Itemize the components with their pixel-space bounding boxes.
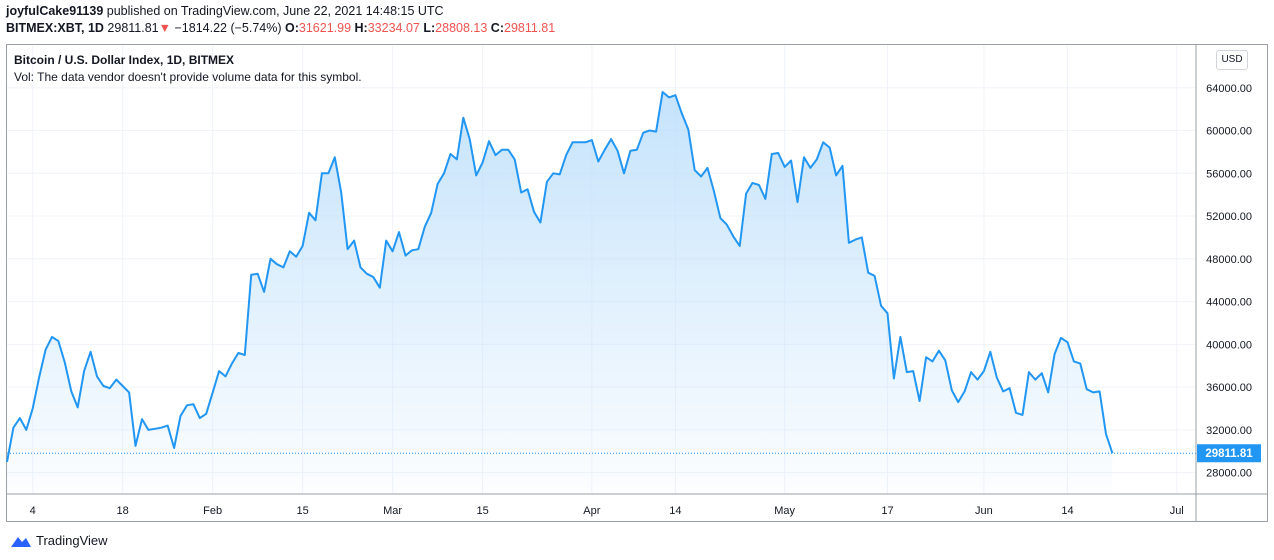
price-line [6,91,1114,463]
currency-button[interactable]: USD [1216,50,1248,70]
x-tick-label: Jul [1170,505,1184,517]
high-label: H: [354,21,368,35]
x-tick-label: 14 [669,505,681,517]
x-tick-label: 17 [881,505,893,517]
price-area-fill [7,92,1113,494]
x-tick-label: Mar [383,505,402,517]
x-tick-label: Jun [975,505,993,517]
open-label: O: [285,21,299,35]
y-tick-label: 32000.00 [1206,425,1252,437]
down-arrow-icon: ▼ [158,21,172,35]
x-tick-label: 15 [297,505,309,517]
x-tick-label: Feb [203,505,222,517]
publish-info: joyfulCake91139 published on TradingView… [6,4,444,18]
series [6,91,1196,494]
symbol-label: BITMEX:XBT, 1D [6,21,104,35]
x-tick-label: 15 [476,505,488,517]
y-tick-label: 40000.00 [1206,339,1252,351]
x-tick-label: Apr [583,505,600,517]
y-tick-label: 60000.00 [1206,126,1252,138]
cloud-logo-icon [11,536,31,547]
ohlc-bar: BITMEX:XBT, 1D 29811.81▼ −1814.22 (−5.74… [6,21,555,35]
y-tick-label: 44000.00 [1206,297,1252,309]
y-tick-label: 36000.00 [1206,382,1252,394]
volume-note: Vol: The data vendor doesn't provide vol… [14,70,362,84]
low-value: 28808.13 [435,21,488,35]
x-tick-label: May [774,505,795,517]
axes: 28000.00 32000.00 36000.00 40000.00 44000.00… [7,45,1267,521]
brand-name: TradingView [36,533,108,548]
close-value: 29811.81 [504,21,556,35]
open-value: 31621.99 [298,21,352,35]
x-tick-label: 4 [30,505,36,517]
x-tick-label: 14 [1061,505,1073,517]
tradingview-logo[interactable]: TradingView [8,533,108,548]
y-tick-label: 52000.00 [1206,211,1252,223]
change-text: −1814.22 (−5.74%) [174,21,282,35]
y-tick-label: 48000.00 [1206,254,1252,266]
author-name[interactable]: joyfulCake91139 [6,4,104,18]
chart-frame[interactable] [6,44,1268,522]
last-price-tag-label: 29811.81 [1205,448,1253,460]
y-tick-label: 28000.00 [1206,468,1252,480]
close-label: C: [490,21,504,35]
legend-title: Bitcoin / U.S. Dollar Index, 1D, BITMEX [14,53,235,67]
y-tick-label: 64000.00 [1206,83,1252,95]
low-label: L: [423,21,436,35]
last-price-tag [1197,444,1261,463]
y-tick-label: 56000.00 [1206,168,1252,180]
high-value: 33234.07 [367,21,420,35]
x-tick-label: 18 [117,505,129,517]
publish-text: published on TradingView.com, June 22, 2… [106,4,444,18]
last-price: 29811.81 [107,21,159,35]
